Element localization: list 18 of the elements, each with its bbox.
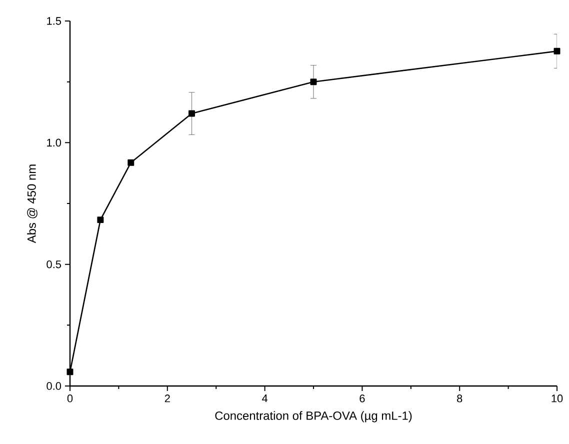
point (554, 48, 560, 54)
x-tick-label: 2 (164, 394, 170, 402)
x-tick-label: 8 (457, 394, 462, 402)
point (188, 110, 195, 117)
x-axis-title: Concentration of BPA-OVA (µg mL-1) (215, 411, 412, 422)
point (128, 159, 134, 166)
point (66, 368, 74, 376)
x-tick-label: 4 (262, 394, 268, 402)
y-tick-label: 1.0 (47, 138, 62, 147)
point (97, 216, 104, 224)
x-tick-label: 10 (552, 394, 563, 402)
y-tick-label: 0.5 (46, 260, 62, 268)
x-tick-label: 0 (67, 394, 73, 402)
point (310, 78, 317, 86)
y-tick-label: 0.0 (46, 382, 62, 390)
y-tick-label: 1.5 (47, 17, 62, 25)
x-tick-label: 6 (360, 394, 365, 402)
y-axis-title: Abs @ 450 nm (27, 164, 38, 244)
